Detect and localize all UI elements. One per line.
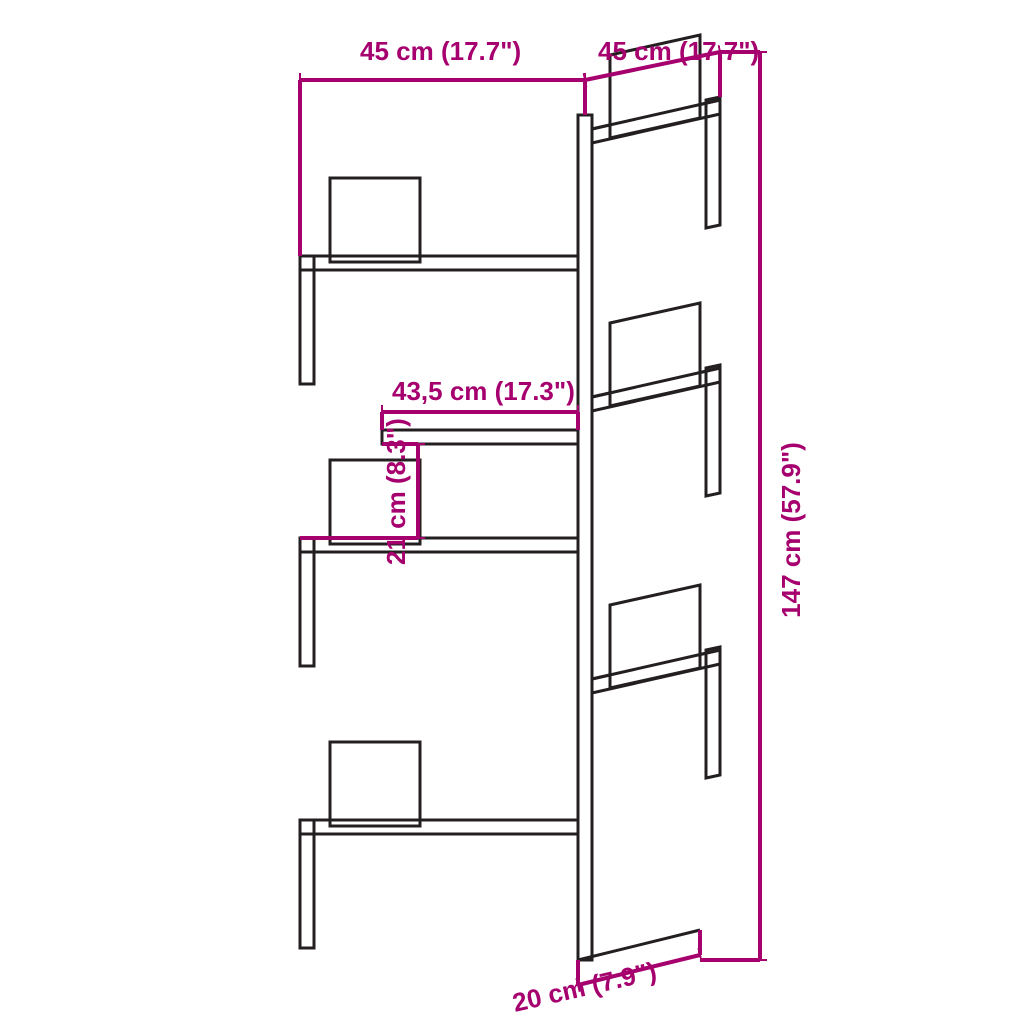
dim-label-inner-width: 43,5 cm (17.3") xyxy=(392,376,575,406)
dim-label-height: 147 cm (57.9") xyxy=(776,442,806,618)
dim-label-depth: 20 cm (7.9") xyxy=(510,956,660,1018)
shelf-outline xyxy=(300,35,720,960)
shelf-dimension-diagram: 45 cm (17.7") 45 cm (17.7") 147 cm (57.9… xyxy=(0,0,1024,1024)
dim-label-top-left: 45 cm (17.7") xyxy=(360,36,521,66)
dim-label-inner-height: 21 cm (8.3") xyxy=(381,418,411,565)
